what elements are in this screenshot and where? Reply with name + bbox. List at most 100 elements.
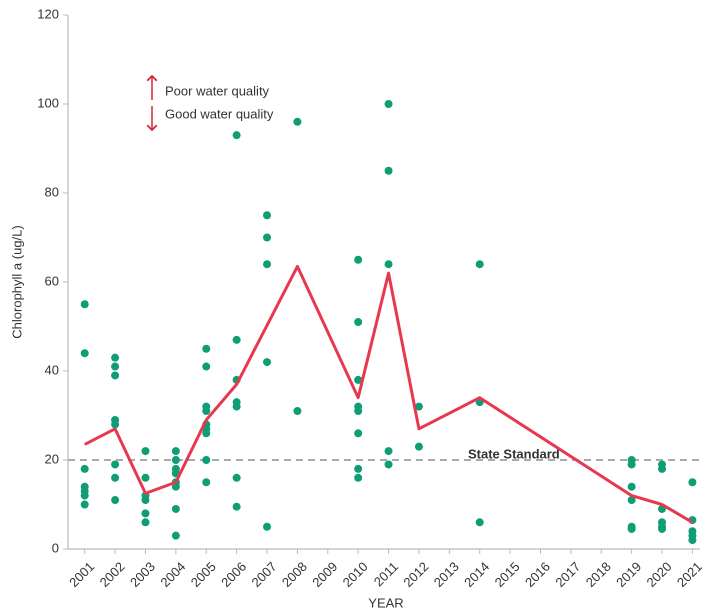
- y-tick-label: 40: [45, 362, 59, 377]
- data-point: [171, 504, 180, 513]
- data-point: [202, 362, 211, 371]
- data-point: [171, 447, 180, 456]
- data-point: [627, 524, 636, 533]
- data-point: [354, 375, 363, 384]
- data-point: [111, 353, 120, 362]
- data-point: [354, 407, 363, 416]
- data-point: [111, 496, 120, 505]
- data-point: [232, 335, 241, 344]
- x-tick-label: 2009: [309, 559, 340, 590]
- y-tick-label: 120: [37, 6, 59, 21]
- data-point: [354, 429, 363, 438]
- data-point: [202, 429, 211, 438]
- y-tick-label: 60: [45, 273, 59, 288]
- x-tick-label: 2007: [249, 559, 280, 590]
- mean-line: [84, 264, 694, 524]
- data-point: [111, 371, 120, 380]
- data-point: [384, 460, 393, 469]
- data-point: [232, 473, 241, 482]
- data-point: [263, 233, 272, 242]
- x-tick-label: 2001: [66, 559, 97, 590]
- data-point: [627, 496, 636, 505]
- data-point: [688, 478, 697, 487]
- data-point: [414, 442, 423, 451]
- data-point: [80, 491, 89, 500]
- data-point: [232, 402, 241, 411]
- data-point: [475, 260, 484, 269]
- data-point: [111, 362, 120, 371]
- x-tick-label: 2021: [674, 559, 702, 590]
- data-point: [111, 460, 120, 469]
- data-point: [293, 117, 302, 126]
- data-point: [232, 131, 241, 140]
- x-tick-label: 2014: [461, 559, 492, 590]
- data-point: [414, 402, 423, 411]
- y-axis-label: Chlorophyll a (ug/L): [9, 225, 24, 338]
- data-point: [354, 464, 363, 473]
- data-point: [141, 447, 150, 456]
- data-point: [384, 447, 393, 456]
- data-point: [141, 496, 150, 505]
- data-point: [80, 300, 89, 309]
- data-point: [141, 518, 150, 527]
- data-point: [263, 522, 272, 531]
- x-tick-label: 2013: [431, 559, 462, 590]
- data-point: [80, 349, 89, 358]
- y-tick-label: 20: [45, 451, 59, 466]
- x-tick-label: 2016: [522, 559, 553, 590]
- x-tick-label: 2018: [583, 559, 614, 590]
- data-point: [384, 260, 393, 269]
- data-point: [202, 344, 211, 353]
- x-tick-label: 2004: [157, 559, 188, 590]
- x-tick-label: 2015: [492, 559, 523, 590]
- data-point: [658, 524, 667, 533]
- annotation: Poor water quality: [165, 83, 270, 98]
- reference-label: State Standard: [468, 446, 560, 461]
- data-point: [627, 482, 636, 491]
- x-tick-label: 2020: [644, 559, 675, 590]
- x-tick-label: 2006: [218, 559, 249, 590]
- annotation: Good water quality: [165, 106, 274, 121]
- x-tick-label: 2003: [127, 559, 158, 590]
- y-tick-label: 100: [37, 95, 59, 110]
- x-tick-label: 2011: [371, 559, 401, 589]
- x-axis-label: YEAR: [368, 595, 403, 610]
- y-tick-label: 0: [52, 540, 59, 555]
- data-point: [354, 255, 363, 264]
- data-point: [293, 407, 302, 416]
- x-tick-label: 2017: [552, 559, 583, 590]
- y-tick-label: 80: [45, 184, 59, 199]
- data-point: [202, 456, 211, 464]
- data-point: [688, 536, 697, 545]
- x-tick-label: 2010: [340, 559, 371, 590]
- data-point: [384, 166, 393, 175]
- data-point: [171, 456, 180, 464]
- data-point: [171, 531, 180, 540]
- data-point: [141, 473, 150, 482]
- x-tick-label: 2005: [188, 559, 219, 590]
- data-point: [263, 260, 272, 269]
- x-tick-label: 2002: [97, 559, 128, 590]
- data-point: [171, 482, 180, 491]
- x-tick-label: 2008: [279, 559, 310, 590]
- data-point: [384, 100, 393, 108]
- data-point: [354, 318, 363, 327]
- data-point: [658, 464, 667, 473]
- data-point: [475, 518, 484, 527]
- data-point: [111, 473, 120, 482]
- data-point: [80, 464, 89, 473]
- data-point: [141, 509, 150, 518]
- data-point: [111, 420, 120, 429]
- data-point: [263, 211, 272, 220]
- data-point: [627, 460, 636, 469]
- data-point: [202, 478, 211, 487]
- data-point: [80, 500, 89, 509]
- x-tick-label: 2019: [613, 559, 644, 590]
- data-point: [354, 473, 363, 482]
- data-point: [202, 407, 211, 416]
- data-point: [232, 502, 241, 511]
- data-point: [263, 358, 272, 367]
- x-tick-label: 2012: [400, 559, 431, 590]
